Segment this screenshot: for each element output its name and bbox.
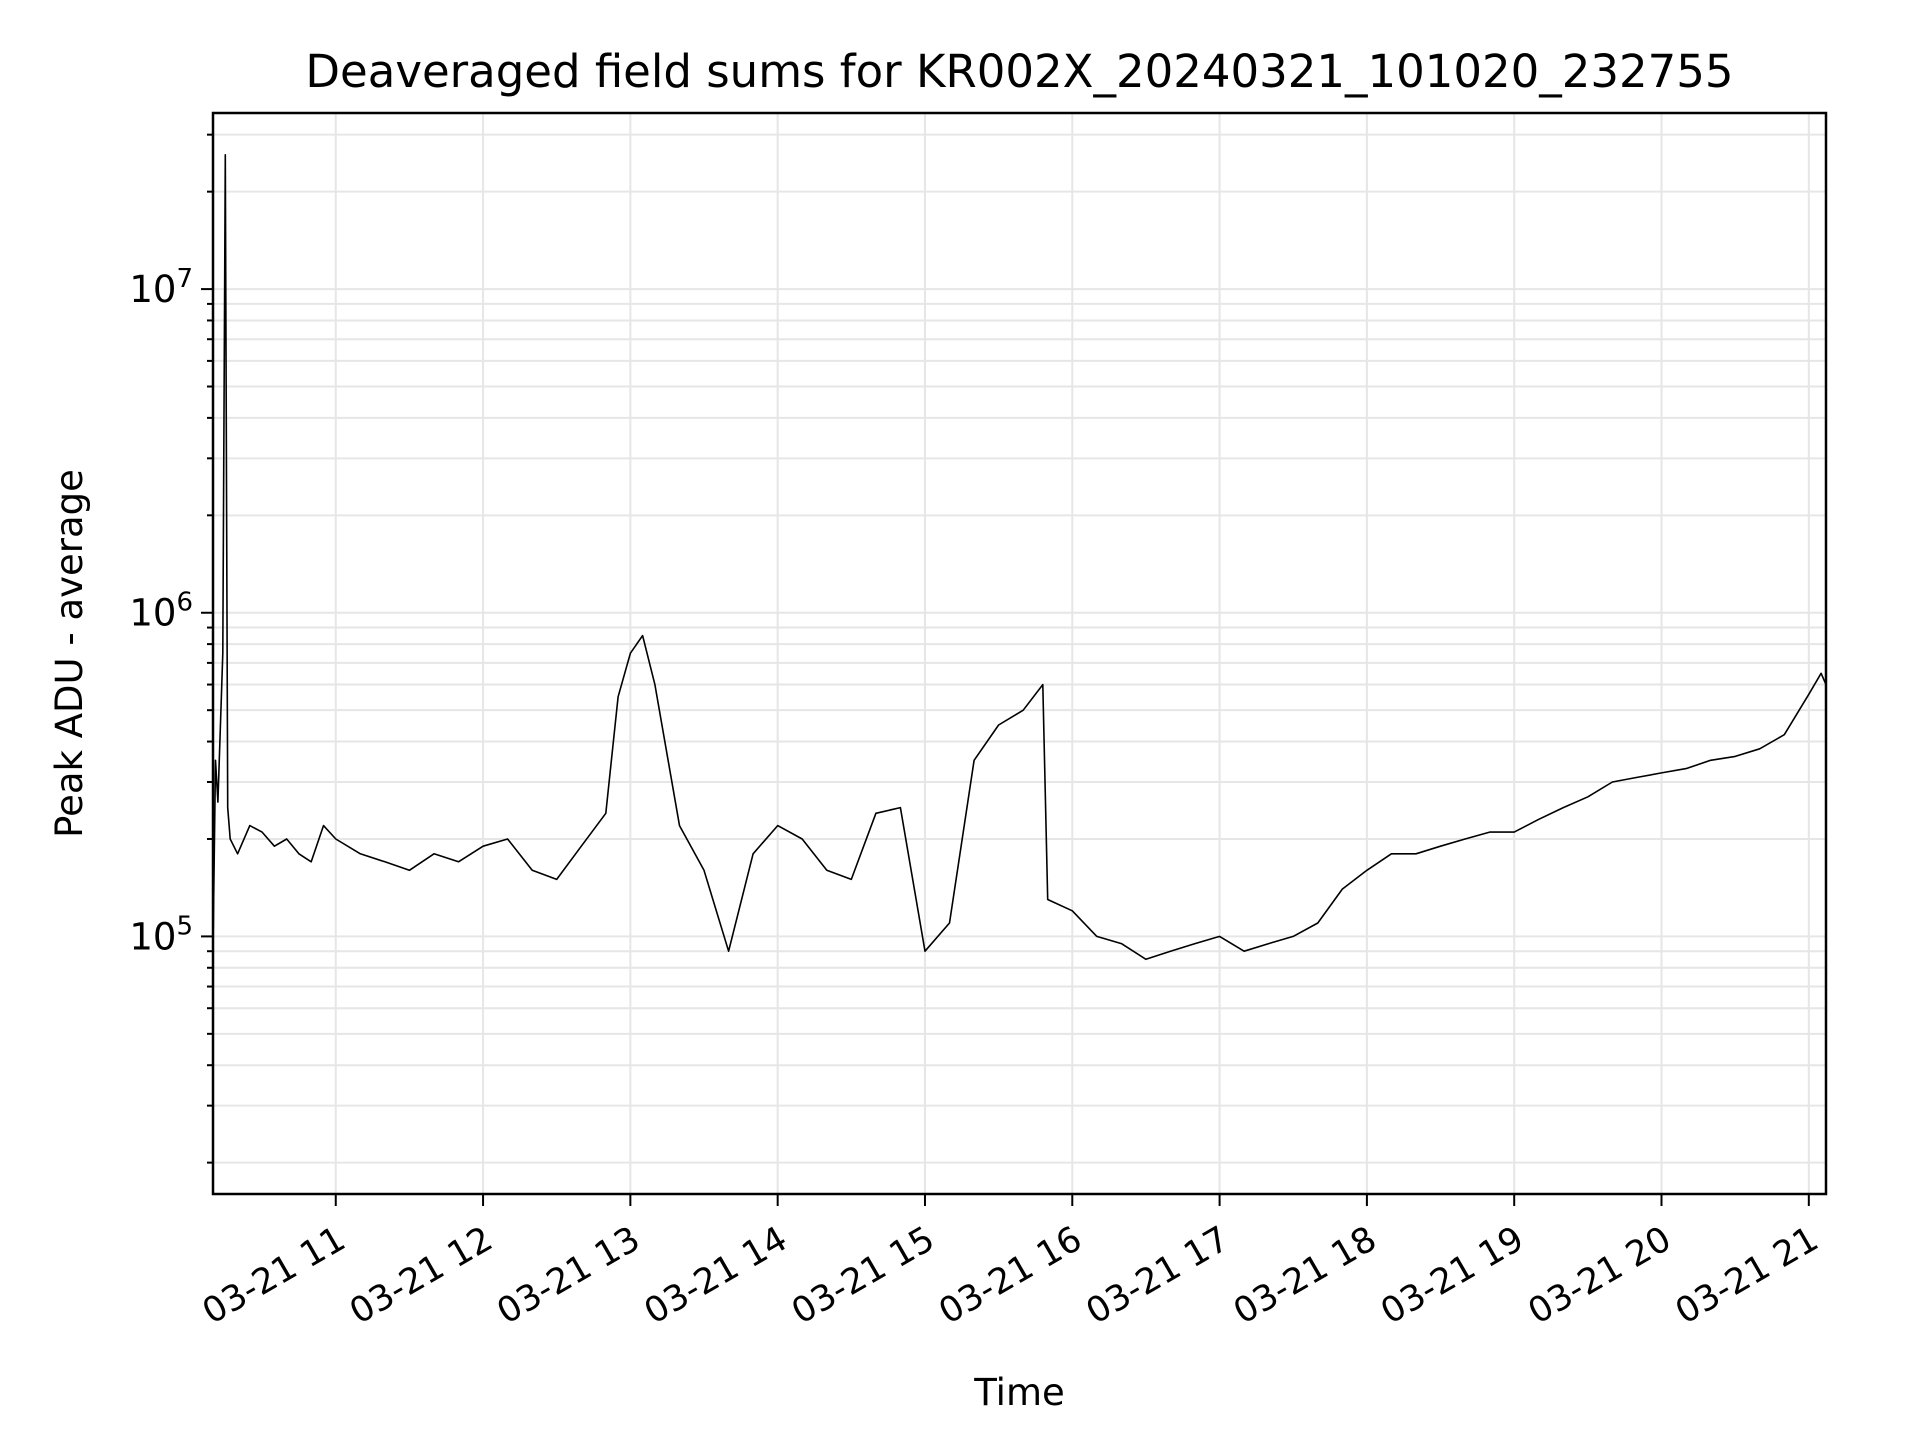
series-line xyxy=(212,154,1827,961)
plot-frame xyxy=(211,111,1828,1196)
y-axis-label: Peak ADU - average xyxy=(48,469,91,838)
chart-title: Deaveraged field sums for KR002X_2024032… xyxy=(305,45,1733,98)
grid xyxy=(213,113,1826,1194)
x-axis-label: Time xyxy=(973,1371,1065,1414)
y-axis-ticks: 105 106 107 xyxy=(129,133,213,1164)
y-tick-label: 105 xyxy=(129,911,193,958)
series-layer xyxy=(212,154,1827,961)
y-tick-label: 107 xyxy=(129,264,193,311)
y-tick-label: 106 xyxy=(129,588,193,635)
